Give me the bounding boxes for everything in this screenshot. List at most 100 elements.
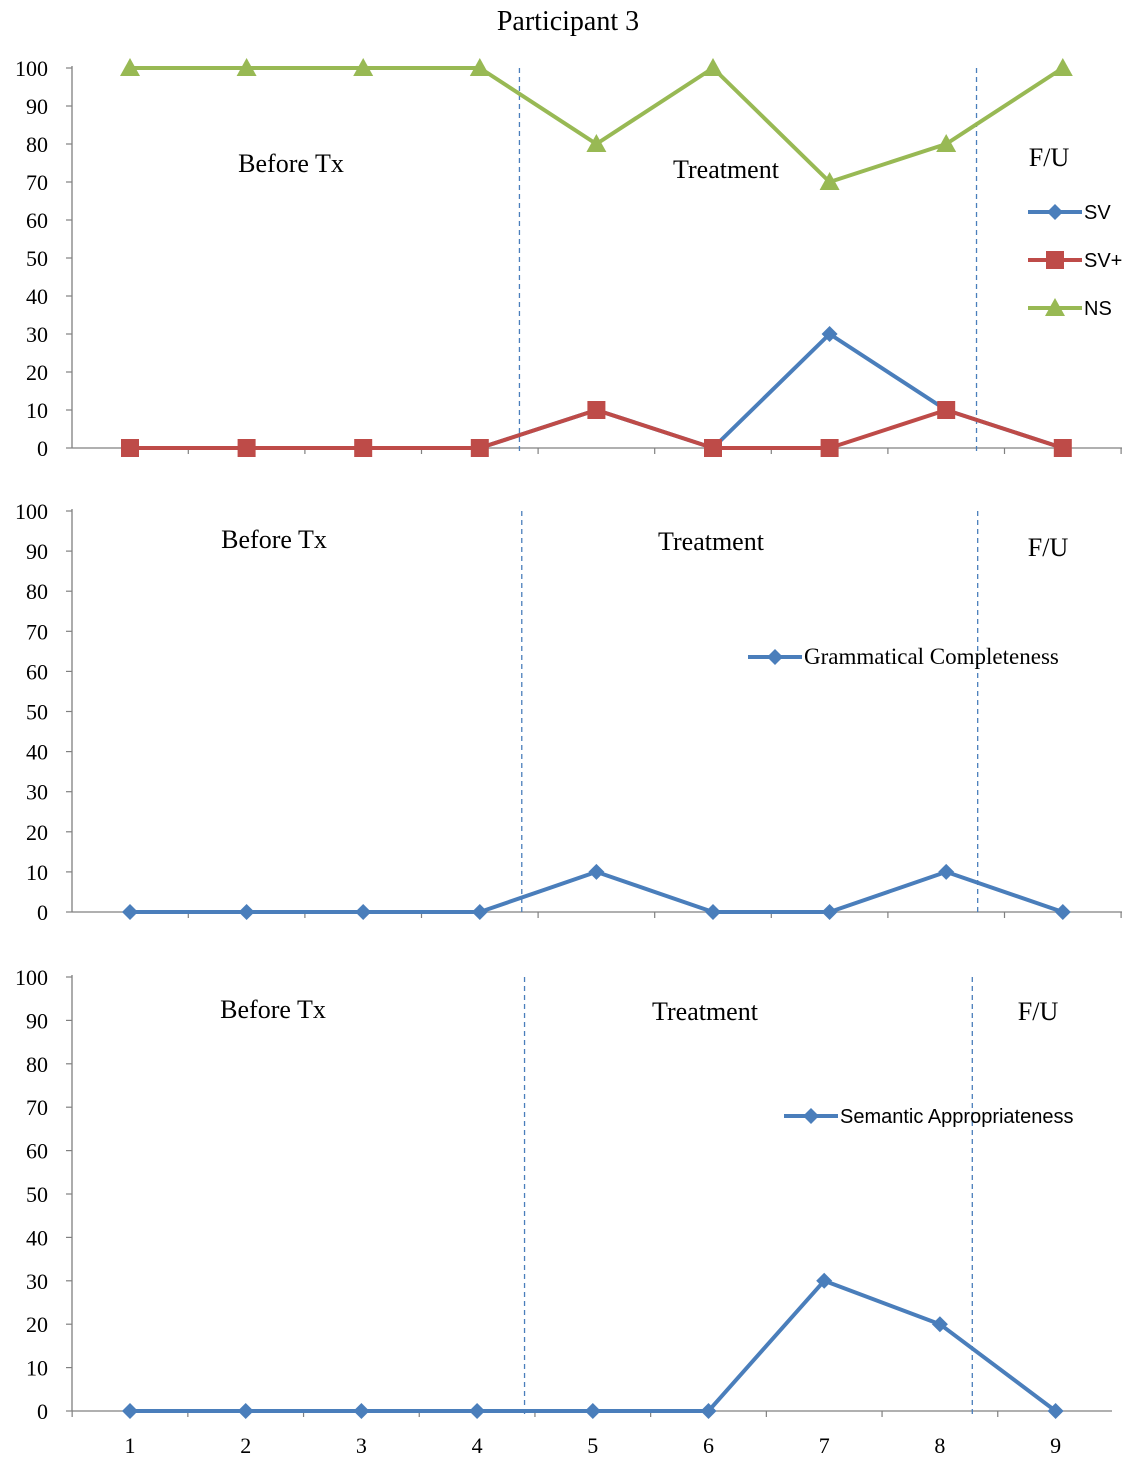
- legend-label: Grammatical Completeness: [804, 644, 1059, 669]
- data-point: [819, 172, 840, 190]
- y-tick-label: 90: [26, 1008, 48, 1033]
- data-point: [816, 1272, 833, 1289]
- phase-label: F/U: [1028, 533, 1069, 562]
- y-tick-label: 10: [26, 1356, 48, 1381]
- y-tick-label: 30: [26, 1269, 48, 1294]
- data-point: [937, 401, 956, 419]
- data-point: [1053, 439, 1072, 457]
- y-tick-label: 100: [15, 56, 48, 81]
- data-point: [122, 904, 138, 920]
- y-tick-label: 20: [26, 1312, 48, 1337]
- data-point: [1047, 1403, 1064, 1419]
- data-point: [470, 439, 489, 457]
- series-line: [130, 332, 1064, 450]
- phase-label: F/U: [1029, 143, 1070, 172]
- data-point: [237, 439, 256, 457]
- data-point: [353, 58, 374, 76]
- series-grammatical-completeness: [122, 863, 1071, 920]
- y-tick-label: 0: [37, 1399, 48, 1424]
- legend-marker: [803, 1108, 819, 1124]
- phase-label: Treatment: [658, 527, 765, 556]
- y-tick-label: 90: [26, 539, 48, 564]
- y-tick-label: 10: [26, 860, 48, 885]
- data-point: [236, 58, 257, 76]
- y-tick-label: 60: [26, 659, 48, 684]
- y-tick-label: 60: [26, 208, 48, 233]
- phase-label: Before Tx: [221, 525, 327, 554]
- panel-3: 0 10 20 30 40 50 60 70 80 90 100 1 2 3 4 5 6 7 8 9 Before Tx…: [15, 965, 1112, 1458]
- data-point: [938, 863, 955, 880]
- x-tick-label: 6: [703, 1433, 714, 1458]
- data-point: [820, 439, 839, 457]
- y-tick-label: 30: [26, 322, 48, 347]
- x-tick-label: 1: [125, 1433, 136, 1458]
- legend: SV SV+ NS: [1028, 202, 1122, 320]
- data-point: [122, 1403, 138, 1419]
- legend-label: SV+: [1084, 250, 1122, 272]
- data-point: [705, 904, 721, 920]
- x-tick-label: 8: [934, 1433, 945, 1458]
- data-point: [1052, 58, 1073, 76]
- data-point: [353, 1403, 370, 1419]
- data-point: [584, 1403, 601, 1419]
- phase-label: Before Tx: [220, 995, 326, 1024]
- data-point: [1054, 904, 1071, 920]
- series-line: [130, 1278, 1057, 1413]
- y-tick-label: 40: [26, 740, 48, 765]
- y-tick-label: 100: [15, 499, 48, 524]
- x-tick-label: 5: [587, 1433, 598, 1458]
- y-tick-label: 30: [26, 780, 48, 805]
- legend-label: SV: [1084, 202, 1111, 224]
- data-point: [588, 863, 605, 880]
- y-tick-label: 80: [26, 1052, 48, 1077]
- data-point: [469, 58, 490, 76]
- phase-label: F/U: [1018, 997, 1059, 1026]
- panel-1: 0 10 20 30 40 50 60 70 80 90 100 Before Tx Treatment…: [15, 56, 1122, 461]
- y-tick-label: 60: [26, 1139, 48, 1164]
- legend: Grammatical Completeness: [748, 644, 1059, 669]
- data-point: [587, 401, 606, 419]
- legend-marker: [1046, 251, 1064, 269]
- panel-2: 0 10 20 30 40 50 60 70 80 90 100 Before Tx Treatment…: [15, 499, 1122, 925]
- y-tick-label: 80: [26, 579, 48, 604]
- x-tick-label: 4: [472, 1433, 483, 1458]
- legend-marker: [1047, 204, 1063, 220]
- x-tick-label: 7: [819, 1433, 830, 1458]
- data-point: [704, 439, 722, 457]
- legend-marker: [767, 649, 783, 665]
- chart-title: Participant 3: [497, 6, 639, 37]
- data-point: [237, 1403, 254, 1419]
- x-tick-label: 3: [356, 1433, 367, 1458]
- series-semantic-appropriateness: [122, 1272, 1064, 1419]
- data-point: [821, 326, 838, 342]
- y-tick-label: 50: [26, 700, 48, 725]
- y-tick-label: 100: [15, 965, 48, 990]
- series-sv: [122, 326, 1071, 456]
- y-tick-label: 70: [26, 170, 48, 195]
- y-tick-label: 20: [26, 360, 48, 385]
- y-tick-label: 70: [26, 619, 48, 644]
- x-tick-label: 9: [1050, 1433, 1061, 1458]
- data-point: [931, 1316, 948, 1333]
- y-tick-label: 50: [26, 246, 48, 271]
- y-tick-label: 10: [26, 398, 48, 423]
- y-tick-label: 40: [26, 284, 48, 309]
- data-point: [586, 134, 607, 152]
- legend: Semantic Appropriateness: [784, 1106, 1073, 1128]
- series-ns: [120, 58, 1073, 190]
- data-point: [700, 1403, 717, 1419]
- data-point: [120, 58, 140, 76]
- y-tick-label: 50: [26, 1182, 48, 1207]
- y-tick-label: 0: [37, 900, 48, 925]
- data-point: [703, 58, 723, 76]
- legend-label: NS: [1084, 298, 1112, 320]
- data-point: [121, 439, 139, 457]
- y-tick-label: 90: [26, 94, 48, 119]
- data-point: [471, 904, 488, 920]
- data-point: [354, 439, 373, 457]
- x-tick-label: 2: [240, 1433, 251, 1458]
- data-point: [469, 1403, 486, 1419]
- y-tick-label: 0: [37, 436, 48, 461]
- y-tick-label: 40: [26, 1225, 48, 1250]
